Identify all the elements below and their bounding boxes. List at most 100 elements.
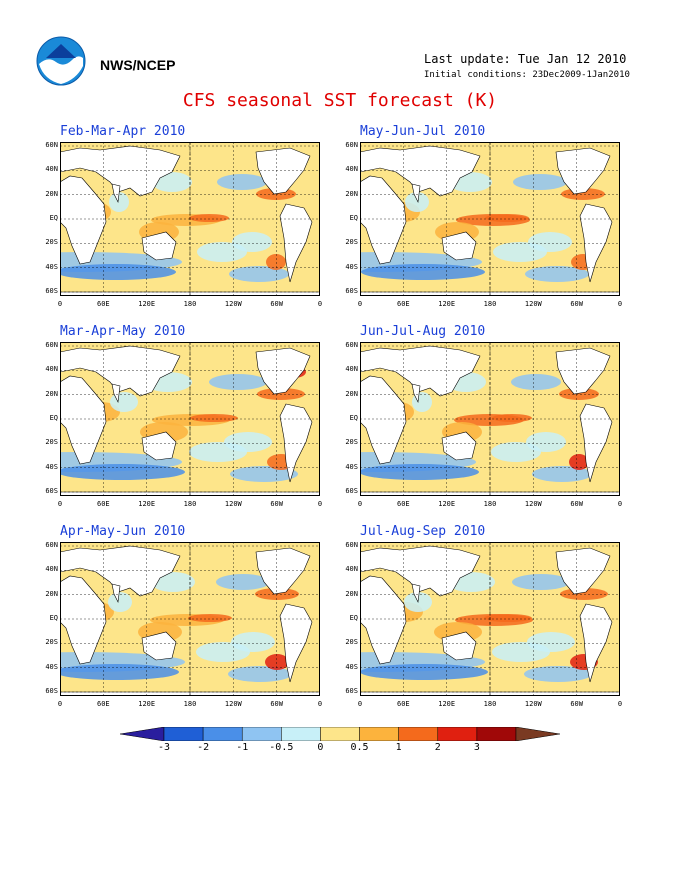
sst-anomaly-region xyxy=(209,374,267,390)
latitude-label: 20S xyxy=(45,238,58,247)
sst-anomaly-region xyxy=(528,232,572,252)
sst-anomaly-region xyxy=(266,254,286,270)
panel-title: Apr-May-Jun 2010 xyxy=(60,524,186,539)
land-outline xyxy=(279,203,313,283)
land-outline xyxy=(555,347,611,395)
latitude-label: EQ xyxy=(349,614,358,622)
panel-title: May-Jun-Jul 2010 xyxy=(360,124,486,139)
sst-anomaly-region xyxy=(231,632,275,652)
latitude-label: 20N xyxy=(345,589,358,598)
longitude-label: 0 xyxy=(57,300,63,308)
sst-anomaly-region xyxy=(217,174,267,190)
initial-conditions-text: Initial conditions: 23Dec2009-1Jan2010 xyxy=(424,70,630,80)
longitude-label: 180 xyxy=(183,500,197,508)
sst-map xyxy=(60,542,320,696)
sst-anomaly-region xyxy=(526,432,566,452)
land-outline xyxy=(111,183,121,204)
colorbar-label: 3 xyxy=(473,742,480,753)
land-outline xyxy=(441,631,477,661)
latitude-label: 40S xyxy=(45,462,58,471)
latitude-label: 20S xyxy=(345,438,358,447)
colorbar-segment xyxy=(281,727,321,741)
longitude-label: 120E xyxy=(438,300,456,308)
colorbar-label: 1 xyxy=(395,742,402,753)
latitude-label: 60S xyxy=(45,287,58,295)
sst-map xyxy=(360,342,620,496)
map-frame xyxy=(360,142,620,296)
sst-anomaly-region xyxy=(232,232,272,252)
longitude-label: 120W xyxy=(224,300,242,308)
sst-anomaly-region xyxy=(527,632,575,652)
latitude-label: 20N xyxy=(45,389,58,398)
land-outline xyxy=(360,175,407,265)
land-outline xyxy=(360,575,407,665)
latitude-label: 20N xyxy=(45,189,58,198)
sst-anomaly-region xyxy=(360,464,479,480)
sst-anomaly-region xyxy=(485,214,529,222)
latitude-label: 20N xyxy=(45,589,58,598)
latitude-label: 60S xyxy=(45,487,58,495)
forecast-panel: Mar-Apr-May 2010 60N 40N 20N EQ 20S 40S 60S 0 60… xyxy=(45,324,350,512)
longitude-label: 60W xyxy=(570,300,583,308)
forecast-panel: Feb-Mar-Apr 2010 60N 40N 20N EQ 20S 40S 60S 0 60… xyxy=(45,124,350,312)
colorbar-label: -0.5 xyxy=(269,742,294,753)
panel-title: Jul-Aug-Sep 2010 xyxy=(360,524,486,539)
sst-anomaly-region xyxy=(60,264,176,280)
land-outline xyxy=(60,575,107,665)
longitude-label: 0 xyxy=(317,500,323,508)
longitude-label: 180 xyxy=(183,700,197,708)
latitude-label: 60N xyxy=(345,341,358,349)
map-frame xyxy=(60,542,320,696)
sst-anomaly-region xyxy=(512,574,570,590)
latitude-label: 40S xyxy=(345,262,358,271)
land-outline xyxy=(60,145,181,197)
land-outline xyxy=(579,403,613,483)
land-outline xyxy=(141,231,177,261)
sst-anomaly-region xyxy=(265,654,289,670)
longitude-label: 120W xyxy=(524,500,542,508)
panel-title: Jun-Jul-Aug 2010 xyxy=(360,324,486,339)
land-outline xyxy=(360,375,407,465)
latitude-label: 40N xyxy=(345,565,358,574)
colorbar-segment xyxy=(359,727,399,741)
colorbar-label: -2 xyxy=(197,742,210,753)
colorbar-label: -1 xyxy=(236,742,249,753)
latitude-label: 20S xyxy=(45,638,58,647)
sst-anomaly-region xyxy=(216,574,270,590)
longitude-label: 60E xyxy=(397,300,410,308)
longitude-label: 60E xyxy=(97,700,110,708)
land-outline xyxy=(141,631,177,661)
map-frame xyxy=(60,142,320,296)
latitude-label: 20S xyxy=(345,238,358,247)
land-outline xyxy=(60,345,181,397)
page-title: CFS seasonal SST forecast (K) xyxy=(182,90,498,111)
panel-title: Feb-Mar-Apr 2010 xyxy=(60,124,186,139)
sst-anomaly-region xyxy=(197,242,247,262)
sst-anomaly-region xyxy=(188,614,232,622)
sst-anomaly-region xyxy=(525,266,589,282)
sst-anomaly-region xyxy=(484,614,532,622)
land-outline xyxy=(360,545,481,597)
latitude-label: 60N xyxy=(45,141,58,149)
land-outline xyxy=(279,603,313,683)
sst-anomaly-region xyxy=(190,414,238,422)
forecast-panel: May-Jun-Jul 2010 60N 40N 20N EQ 20S 40S 60S 0 60… xyxy=(345,124,650,312)
land-outline xyxy=(579,203,613,283)
colorbar-high-extension xyxy=(515,727,560,741)
org-name: NWS/NCEP xyxy=(100,57,176,73)
colorbar-segment xyxy=(437,727,478,741)
latitude-label: 60S xyxy=(345,687,358,695)
longitude-label: 180 xyxy=(483,700,497,708)
longitude-label: 180 xyxy=(483,300,497,308)
land-outline xyxy=(360,145,481,197)
sst-anomaly-region xyxy=(257,388,305,400)
latitude-label: 60N xyxy=(345,141,358,149)
longitude-label: 120W xyxy=(524,300,542,308)
latitude-label: 60S xyxy=(345,287,358,295)
longitude-label: 60W xyxy=(270,700,283,708)
sst-anomaly-region xyxy=(109,192,129,212)
land-outline xyxy=(60,545,181,597)
latitude-label: 40S xyxy=(45,662,58,671)
sst-map xyxy=(60,142,320,296)
longitude-label: 180 xyxy=(483,500,497,508)
